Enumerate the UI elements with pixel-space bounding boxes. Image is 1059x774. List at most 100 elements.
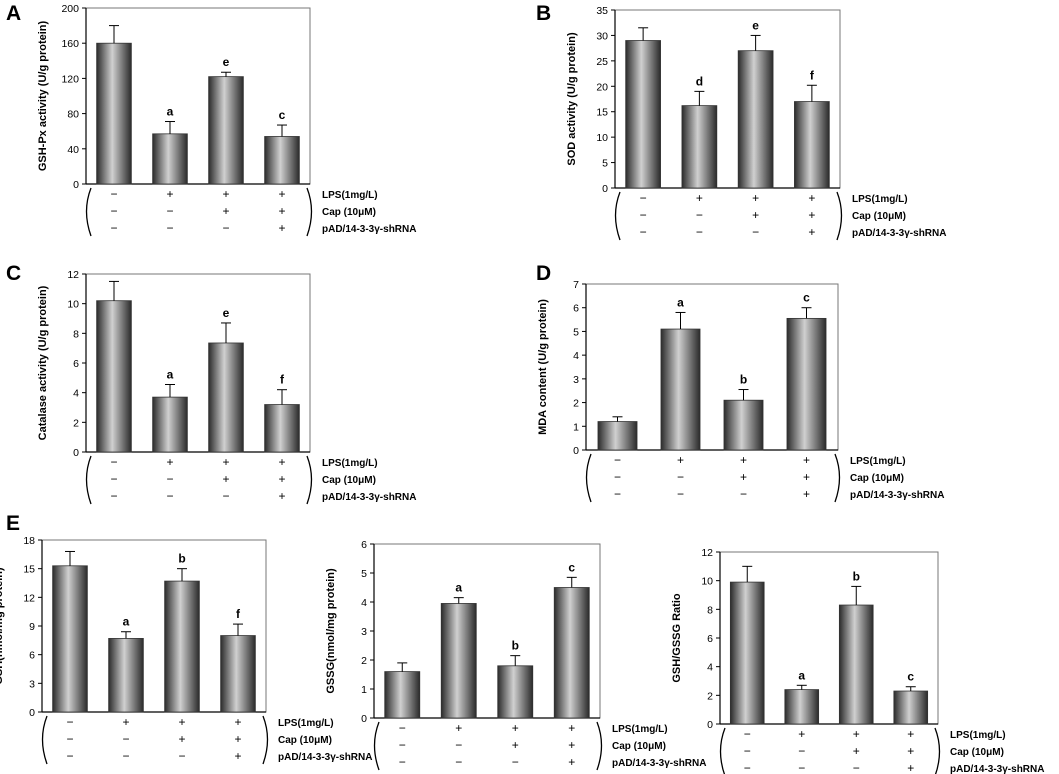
bar [794, 101, 830, 189]
significance-label: b [853, 569, 860, 583]
y-axis-label: GSH(nmol/mg protein) [0, 567, 5, 685]
condition-symbol: + [798, 727, 805, 741]
bar [597, 421, 638, 451]
condition-symbol: − [110, 221, 117, 235]
significance-label: f [810, 68, 815, 82]
bracket-right [834, 453, 841, 503]
y-tick-label: 4 [707, 662, 713, 674]
chart-gssg: 0 1 2 3 4 5 6 GSSG(nmol/mg protein) a b c − + + + LPS(1… [325, 539, 706, 771]
condition-symbol: + [696, 191, 703, 205]
y-tick-label: 20 [596, 81, 608, 93]
condition-symbol: + [278, 489, 285, 503]
chart-catalase: 0 2 4 6 8 10 12 Catalase activity (U/g protein)… [37, 269, 416, 505]
condition-symbol: − [110, 204, 117, 218]
condition-label: pAD/14-3-3γ-shRNA [950, 764, 1044, 774]
condition-label: Cap (10μM) [278, 735, 332, 746]
significance-label: a [455, 581, 462, 595]
y-tick-label: 9 [29, 621, 35, 633]
bar [893, 690, 929, 725]
panel-label-d: D [536, 262, 552, 285]
condition-symbol: − [614, 453, 621, 467]
condition-symbol: + [122, 715, 129, 729]
condition-symbol: − [798, 761, 805, 774]
significance-label: d [696, 74, 703, 88]
significance-label: c [279, 108, 286, 122]
condition-symbol: + [568, 721, 575, 735]
condition-label: LPS(1mg/L) [612, 724, 668, 735]
significance-label: a [677, 295, 684, 309]
condition-symbol: + [234, 732, 241, 746]
bar [208, 342, 244, 453]
y-axis-label: GSH/GSSG Ratio [671, 593, 683, 683]
condition-symbol: + [166, 187, 173, 201]
condition-label: Cap (10μM) [852, 211, 906, 222]
condition-symbol: − [614, 470, 621, 484]
y-tick-label: 18 [23, 535, 35, 547]
y-tick-label: 5 [361, 568, 367, 580]
y-tick-label: 6 [707, 633, 713, 645]
y-tick-label: 120 [61, 73, 79, 85]
condition-symbol: − [677, 470, 684, 484]
bar [152, 396, 188, 453]
y-tick-label: 6 [29, 650, 35, 662]
y-axis-label: GSSG(nmol/mg protein) [325, 568, 337, 694]
condition-symbol: + [907, 761, 914, 774]
chart-gsh-gssg-ratio: 0 2 4 6 8 10 12 GSH/GSSG Ratio a b c − + + + LPS(1mg/L)… [671, 547, 1044, 774]
condition-label: pAD/14-3-3γ-shRNA [278, 752, 372, 763]
condition-symbol: − [696, 208, 703, 222]
y-tick-label: 12 [67, 269, 79, 281]
condition-symbol: − [740, 487, 747, 501]
bar [208, 76, 244, 185]
condition-symbol: − [110, 489, 117, 503]
bar [786, 317, 827, 451]
significance-label: c [568, 560, 575, 574]
condition-symbol: − [744, 744, 751, 758]
condition-symbol: + [853, 727, 860, 741]
y-tick-label: 15 [596, 107, 608, 119]
bracket-right [262, 715, 269, 765]
condition-symbol: + [803, 453, 810, 467]
y-tick-label: 12 [701, 547, 713, 559]
y-tick-label: 25 [596, 56, 608, 68]
condition-symbol: − [166, 472, 173, 486]
y-tick-label: 5 [573, 326, 579, 338]
condition-symbol: − [853, 761, 860, 774]
bar [440, 603, 477, 719]
condition-symbol: + [166, 455, 173, 469]
y-tick-label: 15 [23, 564, 35, 576]
condition-label: Cap (10μM) [322, 475, 376, 486]
bar [108, 638, 144, 713]
bar [838, 604, 874, 725]
bar [553, 587, 590, 719]
significance-label: a [167, 105, 174, 119]
chart-gsh-px: 0 40 80 120 160 200 GSH-Px activity (U/g prote… [37, 3, 416, 237]
condition-symbol: − [744, 761, 751, 774]
bar [164, 580, 200, 713]
y-tick-label: 8 [707, 604, 713, 616]
condition-symbol: − [399, 755, 406, 769]
condition-label: pAD/14-3-3γ-shRNA [852, 228, 946, 239]
condition-symbol: + [740, 453, 747, 467]
y-tick-label: 5 [602, 158, 608, 170]
bar [96, 42, 132, 185]
condition-label: LPS(1mg/L) [950, 730, 1006, 741]
bracket-right [934, 727, 941, 774]
bracket-right [306, 187, 313, 237]
bar [737, 50, 774, 189]
bracket-left [85, 455, 92, 505]
condition-symbol: + [222, 472, 229, 486]
y-tick-label: 2 [73, 417, 79, 429]
y-tick-label: 4 [361, 597, 367, 609]
condition-symbol: − [640, 191, 647, 205]
y-tick-label: 0 [602, 183, 608, 195]
y-tick-label: 0 [707, 719, 713, 731]
condition-symbol: + [512, 738, 519, 752]
condition-label: pAD/14-3-3γ-shRNA [322, 492, 416, 503]
y-tick-label: 3 [361, 626, 367, 638]
significance-label: a [167, 368, 174, 382]
bar [264, 404, 300, 453]
significance-label: a [123, 615, 130, 629]
y-tick-label: 10 [701, 576, 713, 588]
significance-label: b [178, 552, 185, 566]
